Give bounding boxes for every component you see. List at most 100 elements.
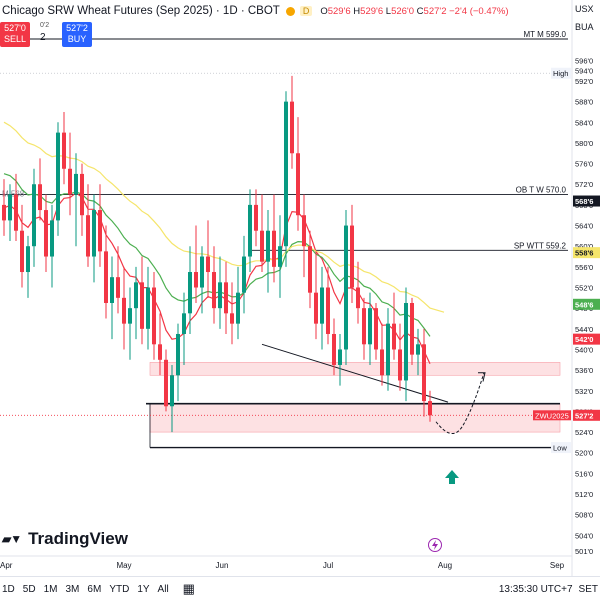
ema-fast-line xyxy=(3,192,431,365)
candle-body xyxy=(56,132,60,221)
candle-body xyxy=(20,230,24,273)
candle-body xyxy=(356,287,360,309)
price-label: 527'2 xyxy=(575,411,593,420)
bottom-toolbar: 1D 5D 1M 3M 6M YTD 1Y All ▦ 13:35:30 UTC… xyxy=(0,576,600,601)
timeframe-5d[interactable]: 5D xyxy=(22,583,36,595)
candle xyxy=(74,153,78,247)
candle-body xyxy=(218,282,222,309)
candle-body xyxy=(158,344,162,360)
candle-body xyxy=(230,313,234,324)
candle xyxy=(374,303,378,360)
trendline xyxy=(261,343,449,403)
candle xyxy=(314,251,318,340)
candle xyxy=(50,204,54,288)
candle xyxy=(410,297,414,365)
price-label: 558'6 xyxy=(575,249,593,258)
candle xyxy=(68,132,72,216)
candle xyxy=(26,235,30,298)
y-tick-label: 532'0 xyxy=(575,387,593,396)
candle xyxy=(224,261,228,334)
calendar-icon[interactable]: ▦ xyxy=(182,581,195,596)
candle-body xyxy=(74,173,78,195)
candle-body xyxy=(194,272,198,288)
timeframe-1d[interactable]: 1D xyxy=(2,583,15,595)
candle xyxy=(134,266,138,340)
candle xyxy=(170,364,174,433)
candle xyxy=(272,194,276,283)
y-tick-label: 592'0 xyxy=(575,77,593,86)
candle-body xyxy=(152,287,156,345)
candle-body xyxy=(176,333,180,376)
settings-label[interactable]: SET xyxy=(578,583,598,595)
candle xyxy=(338,333,342,386)
candle-body xyxy=(290,101,294,154)
timeframe-all[interactable]: All xyxy=(157,583,169,595)
y-tick-label: 560'0 xyxy=(575,242,593,251)
symbol-tag-bg xyxy=(533,410,571,421)
candle xyxy=(116,246,120,314)
candle-body xyxy=(266,230,270,262)
y-tick-label: 594'0 xyxy=(575,67,593,76)
candle xyxy=(194,225,198,303)
unit-label[interactable]: BUA xyxy=(575,22,594,32)
price-label-bg xyxy=(573,247,600,259)
candle-body xyxy=(212,272,216,309)
price-label-bg xyxy=(573,195,600,207)
tradingview-logo-icon: ▰▼ xyxy=(2,532,22,546)
buy-button[interactable]: 527'2 BUY xyxy=(62,22,92,47)
candle xyxy=(14,173,18,242)
candle-body xyxy=(62,132,66,169)
ohlc-readout: O529'6 H529'6 L526'0 C527'2 −2'4 (−0.47%… xyxy=(320,5,509,17)
price-label: High xyxy=(553,69,568,78)
y-tick-label: 501'0 xyxy=(575,547,593,556)
timeframe-1m[interactable]: 1M xyxy=(43,583,58,595)
candle xyxy=(416,328,420,376)
candle xyxy=(56,122,60,236)
candle xyxy=(206,220,210,298)
candle-body xyxy=(26,246,30,273)
candle xyxy=(356,261,360,324)
candle-body xyxy=(140,282,144,329)
candle-body xyxy=(278,246,282,267)
candle xyxy=(176,323,180,402)
candle-body xyxy=(182,313,186,334)
candle-body xyxy=(86,215,90,257)
candle xyxy=(188,246,192,334)
timeframe-ytd[interactable]: YTD xyxy=(109,583,130,595)
candle xyxy=(398,323,402,391)
clock-readout[interactable]: 13:35:30 UTC+7 xyxy=(498,583,573,595)
quantity-value[interactable]: 2 xyxy=(40,32,46,43)
timeframe-6m[interactable]: 6M xyxy=(87,583,102,595)
timeframe-1y[interactable]: 1Y xyxy=(137,583,150,595)
candle xyxy=(332,318,336,376)
candle xyxy=(128,287,132,360)
y-tick-label: 512'0 xyxy=(575,490,593,499)
candle xyxy=(242,235,246,314)
spread-value: 0'2 xyxy=(40,22,50,29)
candle-body xyxy=(146,287,150,329)
symbol-title[interactable]: Chicago SRW Wheat Futures (Sep 2025) · 1… xyxy=(2,5,280,17)
candle-body xyxy=(410,303,414,355)
candle-body xyxy=(32,184,36,247)
candle xyxy=(350,204,354,303)
candle-body xyxy=(224,282,228,314)
y-tick-label: 540'0 xyxy=(575,345,593,354)
candle xyxy=(230,282,234,345)
candle-body xyxy=(2,204,6,221)
price-label: Low xyxy=(553,444,567,453)
candle-body xyxy=(116,277,120,298)
candle xyxy=(92,194,96,283)
candle-body xyxy=(374,308,378,350)
price-label: 548'6 xyxy=(575,300,593,309)
candle xyxy=(362,297,366,360)
candle-body xyxy=(284,101,288,247)
candle-body xyxy=(296,153,300,216)
candle xyxy=(182,292,186,365)
timeframe-3m[interactable]: 3M xyxy=(65,583,80,595)
price-label-bg xyxy=(573,298,600,310)
currency-label[interactable]: USX xyxy=(575,4,594,14)
price-label-bg xyxy=(551,442,571,454)
sell-button[interactable]: 527'0 SELL xyxy=(0,22,30,47)
candle-body xyxy=(320,287,324,324)
